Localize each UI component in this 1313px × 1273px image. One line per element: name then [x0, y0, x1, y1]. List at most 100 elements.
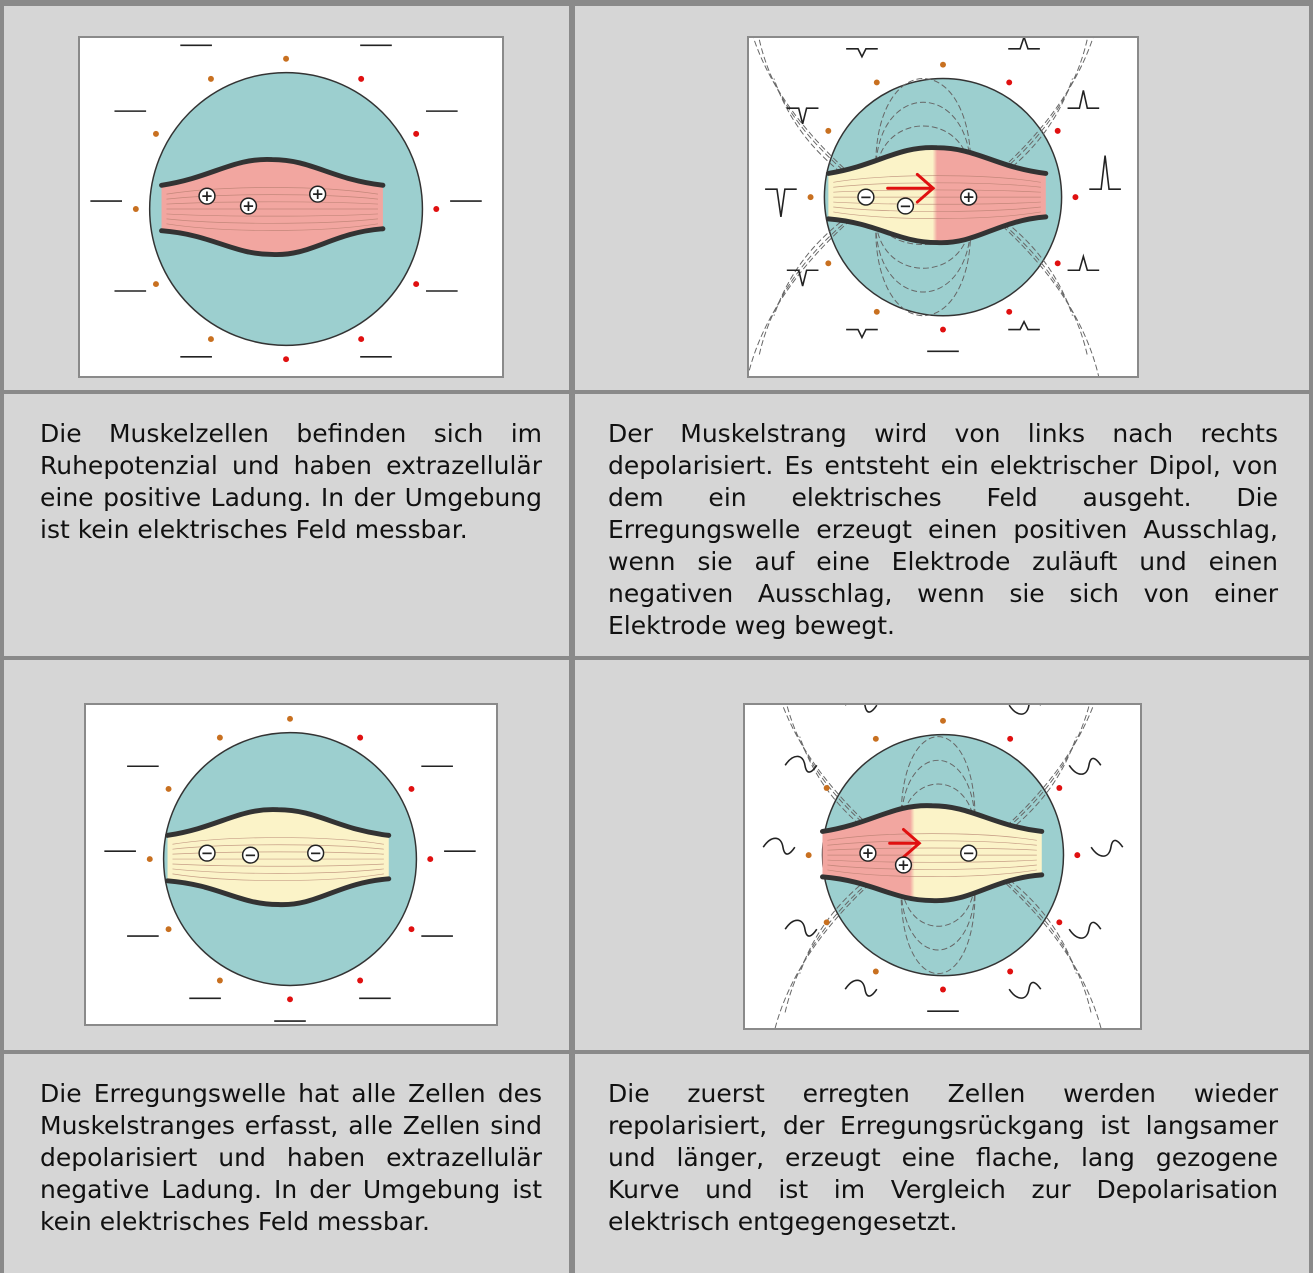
electrode-dot: [358, 75, 365, 82]
electrode-dot: [357, 734, 364, 741]
membrane-top: [820, 803, 1045, 834]
electrode-dot: [1007, 735, 1014, 742]
electrode-dot: [132, 206, 139, 212]
muscle-fiber: [167, 809, 389, 905]
electrode-dot: [1054, 260, 1061, 267]
ecg-trace: [786, 107, 819, 125]
caption-repolarizing: Die zuerst erregten Zellen werden wieder…: [608, 1079, 1278, 1236]
fibril: [166, 223, 379, 231]
repolarizing-diagram: + + −: [762, 705, 1124, 1028]
electrode-dot: [1054, 127, 1061, 134]
ecg-trace: [765, 188, 797, 217]
muscle-fiber: [822, 805, 1042, 901]
muscle-fibrils: [166, 187, 379, 231]
ecg-trace: [846, 328, 878, 340]
electrode-dot: [825, 127, 832, 134]
fibril: [166, 194, 379, 200]
electrode-dot: [823, 785, 830, 791]
field-line: [875, 101, 972, 198]
membrane-bottom: [820, 872, 1045, 904]
membrane-bottom: [825, 214, 1049, 246]
electrode-dot: [165, 926, 172, 933]
muscle-fibrils: [833, 175, 1041, 219]
ecg-trace: [784, 919, 818, 937]
fibril: [833, 211, 1041, 219]
charge-circle: [857, 188, 875, 206]
fully-depolarized-diagram: − − −: [104, 715, 476, 1022]
charge-symbol: +: [894, 856, 913, 874]
resting-diagram: + + +: [90, 44, 482, 363]
membrane-top: [825, 145, 1049, 176]
membrane-top: [165, 807, 392, 838]
electrode-dot: [408, 785, 415, 792]
fibril: [827, 859, 1037, 863]
electrode-dot: [872, 735, 879, 742]
charge-symbol: +: [239, 197, 258, 215]
charge-circle: [239, 197, 258, 215]
ecg-trace: [1008, 38, 1040, 50]
fibril: [827, 833, 1037, 841]
charge-sign: +: [862, 845, 874, 862]
electrode-dot: [216, 734, 223, 741]
ecg-trace: [784, 755, 818, 773]
electrode-dot: [1007, 968, 1014, 975]
field-line: [900, 736, 976, 856]
electrode-dot: [940, 717, 946, 724]
electrode-dot: [940, 326, 946, 333]
field-line: [900, 855, 976, 951]
grid-divider-2: [0, 656, 1313, 660]
charge-circle: [859, 844, 877, 862]
electrode-dot: [165, 785, 172, 792]
charge-sign: −: [244, 847, 256, 864]
fibril: [827, 864, 1037, 870]
fibril: [166, 187, 379, 195]
grid-divider-3: [0, 1050, 1313, 1054]
electrode-dot: [1006, 308, 1013, 315]
ecg-trace: [1068, 757, 1102, 775]
charge-circle: [198, 187, 216, 205]
figure-depolarizing: − − +: [747, 36, 1139, 378]
fibril: [172, 851, 384, 855]
fibril: [166, 218, 379, 224]
charge-sign: −: [962, 845, 974, 862]
fibril: [172, 863, 384, 867]
charge-circle: [896, 197, 915, 215]
ecg-trace: [1067, 253, 1100, 272]
charge-symbol: −: [857, 188, 875, 206]
charge-circle: [198, 844, 216, 862]
fibril: [833, 206, 1041, 212]
ecg-trace: [844, 979, 878, 997]
electrode-dot: [1006, 79, 1013, 86]
electrode-dot: [146, 856, 153, 863]
charge-symbol: −: [241, 846, 260, 864]
charge-sign: −: [899, 198, 911, 215]
fibril: [833, 182, 1041, 188]
charge-symbol: +: [198, 187, 216, 205]
charge-sign: +: [242, 198, 254, 215]
depolarizing-diagram: − − +: [749, 38, 1121, 376]
electrode-dot: [207, 75, 214, 82]
electrode-dot: [152, 281, 159, 288]
grid-border-left: [0, 0, 4, 1273]
charge-symbol: +: [960, 188, 978, 206]
muscle-fiber: [828, 147, 1046, 243]
membrane-bottom: [159, 226, 386, 257]
ecg-trace: [762, 837, 796, 855]
charge-symbol: +: [309, 185, 327, 203]
caption-resting: Die Muskelzellen befinden sich im Ruhepo…: [40, 419, 542, 544]
fibril: [172, 844, 384, 850]
charge-sign: +: [201, 188, 213, 205]
caption-depolarizing: Der Muskelstrang wird von links nach rec…: [608, 419, 1278, 640]
fibril: [166, 201, 378, 205]
electrode-dot: [1056, 785, 1063, 791]
electrode-dot: [413, 281, 420, 288]
grid-divider-vertical: [569, 0, 575, 1273]
electrode-dot: [413, 130, 420, 137]
grid-divider-1: [0, 390, 1313, 394]
electrode-dot: [1072, 194, 1079, 201]
electrode-dot: [807, 194, 814, 201]
electrode-dot: [357, 977, 364, 984]
membrane-bottom: [165, 876, 392, 907]
charge-symbol: −: [307, 844, 325, 862]
ecg-trace: [786, 269, 819, 287]
